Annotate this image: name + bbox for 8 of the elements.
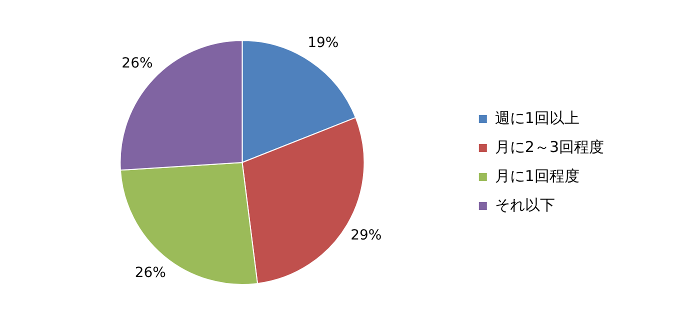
legend-label: それ以下 bbox=[494, 196, 555, 214]
legend-label: 週に1回以上 bbox=[494, 108, 580, 127]
legend-label: 月に2～3回程度 bbox=[494, 138, 604, 156]
data-label: 26% bbox=[134, 265, 166, 282]
data-label: 19% bbox=[308, 35, 339, 52]
data-label: 26% bbox=[122, 56, 153, 72]
legend-label: 月に1回程度 bbox=[494, 166, 580, 185]
data-label: 29% bbox=[350, 227, 382, 244]
